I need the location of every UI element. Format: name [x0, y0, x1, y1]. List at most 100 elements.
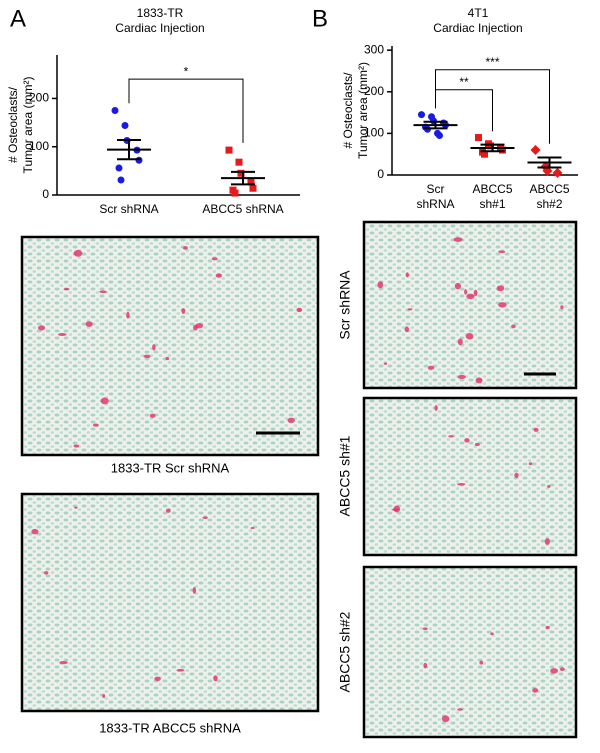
stain — [183, 246, 188, 250]
panel-letter: A — [10, 5, 26, 32]
stain — [202, 516, 208, 519]
stain — [496, 285, 505, 292]
x-tick-label-line: Scr — [427, 182, 445, 196]
significance-label: ** — [459, 75, 469, 89]
data-point — [436, 131, 443, 139]
stain — [404, 326, 409, 333]
micrograph — [20, 492, 320, 713]
data-point — [530, 145, 541, 156]
data-point — [481, 150, 488, 158]
x-tick-label: ABCC5 shRNA — [202, 202, 283, 216]
stain — [152, 344, 156, 351]
stain — [465, 332, 474, 340]
stain — [176, 668, 185, 672]
stain — [215, 273, 223, 278]
stain — [211, 257, 218, 261]
stain — [457, 482, 466, 486]
image-label: ABCC5 sh#2 — [337, 611, 353, 692]
y-tick-label: 0 — [377, 167, 384, 181]
stain — [453, 237, 463, 243]
x-tick-label: ABCC5 sh#2 — [529, 182, 569, 211]
stain — [102, 694, 106, 698]
stain — [165, 356, 170, 361]
chart-title: 1833-TR — [137, 6, 184, 20]
x-tick-label: Scr shRNA — [99, 202, 158, 216]
x-tick-label: ABCC5 sh#1 — [472, 182, 512, 211]
chart-subtitle: Cardiac Injection — [115, 21, 204, 35]
stain — [550, 668, 558, 674]
stain — [466, 293, 475, 300]
stain — [454, 282, 462, 290]
error-bar — [117, 138, 141, 161]
error-bar — [231, 170, 255, 186]
significance-bracket — [128, 78, 244, 143]
stain — [405, 272, 409, 278]
stain — [287, 417, 295, 423]
stain — [181, 308, 186, 314]
stain — [92, 423, 99, 427]
stain — [383, 362, 388, 365]
data-point — [225, 146, 233, 154]
stain — [195, 323, 204, 329]
stain — [479, 660, 484, 665]
y-tick-label: 200 — [364, 84, 384, 98]
stain — [457, 338, 463, 346]
stain — [85, 321, 93, 327]
stain — [73, 444, 80, 448]
stain — [100, 397, 109, 405]
stain — [31, 528, 39, 535]
stain — [475, 377, 483, 384]
micrograph — [362, 220, 578, 390]
stain — [154, 676, 161, 681]
micrograph — [20, 235, 320, 457]
stain — [143, 354, 151, 359]
stain — [457, 708, 463, 711]
stain — [490, 632, 494, 636]
micrograph — [362, 396, 578, 557]
data-point — [475, 134, 482, 142]
stain — [532, 688, 539, 693]
data-point — [499, 146, 506, 154]
stain — [427, 365, 435, 370]
stain — [441, 715, 450, 723]
data-point — [237, 169, 245, 177]
data-point — [111, 107, 119, 115]
stain — [559, 667, 565, 672]
image-label: ABCC5 sh#1 — [337, 435, 353, 516]
stain — [547, 485, 551, 488]
micrograph — [362, 565, 578, 739]
y-tick-label: 300 — [364, 42, 384, 56]
stain — [422, 627, 428, 631]
stain — [213, 675, 218, 682]
y-tick-label: 200 — [29, 91, 49, 105]
data-point — [117, 176, 125, 184]
x-tick-label: Scr shRNA — [416, 182, 454, 211]
stain — [59, 660, 68, 665]
stain — [457, 374, 466, 379]
stain — [545, 625, 550, 630]
stain — [448, 435, 454, 438]
panel-letter: B — [312, 5, 328, 32]
stain — [423, 662, 428, 669]
error-bar — [423, 120, 448, 130]
stain — [544, 538, 551, 545]
data-point — [121, 121, 129, 129]
stain — [434, 405, 438, 411]
stain — [473, 289, 478, 297]
significance-label: * — [184, 64, 189, 78]
stain — [44, 571, 49, 575]
stain — [377, 281, 384, 289]
stain — [474, 442, 480, 447]
stain — [73, 249, 83, 257]
stain — [528, 462, 533, 466]
y-tick-label: 100 — [364, 126, 384, 140]
x-tick-label-line: shRNA — [416, 197, 454, 211]
y-axis-label: # Osteoclasts/ — [6, 86, 20, 163]
image-label: Scr shRNA — [337, 270, 353, 340]
error-bar — [537, 156, 562, 169]
stain — [192, 586, 197, 594]
x-tick-label-line: sh#2 — [536, 197, 562, 211]
stain — [464, 288, 468, 295]
chart-subtitle: Cardiac Injection — [433, 21, 522, 35]
y-axis-label: Tumor area (mm²) — [356, 62, 370, 159]
